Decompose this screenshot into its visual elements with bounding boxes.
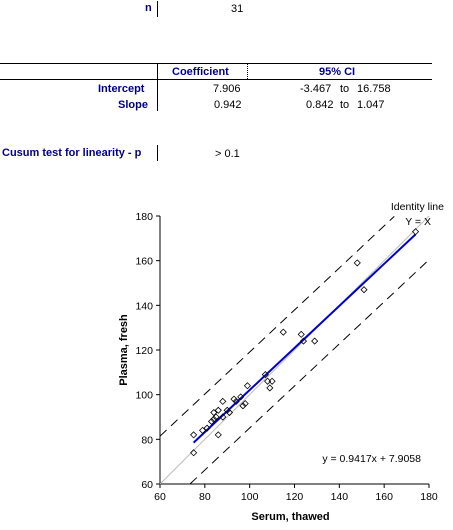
cusum-label: Cusum test for linearity - p (2, 147, 142, 159)
cusum-value: > 0.1 (215, 148, 240, 160)
x-tick-label: 160 (375, 491, 393, 503)
y-tick-label: 80 (141, 434, 153, 446)
x-tick-label: 180 (420, 491, 438, 503)
data-point (225, 408, 234, 417)
data-point (214, 431, 222, 439)
data-point (190, 431, 198, 439)
col-coefficient-header: Coefficient (172, 66, 229, 78)
data-point (207, 417, 216, 426)
identity-line (159, 215, 430, 485)
data-point (261, 371, 269, 379)
data-point (243, 382, 251, 390)
x-axis-label: Serum, thawed (251, 511, 329, 523)
lower-limit-line (189, 259, 430, 485)
row-intercept-label: Intercept (98, 83, 145, 95)
row-slope-label: Slope (118, 99, 148, 111)
x-tick-label: 120 (286, 491, 304, 503)
data-point (219, 397, 227, 405)
data-point (411, 228, 420, 236)
scatter-chart: 60 80 100 120 140 160 180 60 80 100 120 140 160 180 Se… (118, 201, 444, 523)
n-divider (157, 1, 158, 17)
regression-equation: y = 0.9417x + 7.9058 (322, 453, 421, 465)
regression-line (192, 233, 417, 444)
row-intercept-ci-high: 16.758 (357, 83, 391, 95)
identity-line-label: Identity line (391, 201, 444, 213)
upper-limit-line (159, 216, 395, 437)
table-top-rule (0, 63, 432, 64)
data-point (241, 400, 249, 408)
y-tick-label: 60 (141, 479, 153, 491)
cusum-divider (157, 145, 158, 161)
x-tick-label: 60 (154, 491, 166, 503)
data-point (214, 406, 222, 414)
identity-equation-label: Y = X (405, 216, 431, 228)
row-slope-ci-low: 0.842 (306, 99, 334, 111)
data-point (360, 286, 368, 294)
row-intercept-ci-low: -3.467 (300, 83, 332, 95)
data-point (299, 337, 308, 345)
x-tick-label: 100 (241, 491, 259, 503)
row-intercept-ci-to: to (340, 83, 350, 95)
data-point (210, 415, 218, 423)
data-point (199, 426, 207, 434)
y-axis-label: Plasma, fresh (118, 314, 130, 386)
data-point (203, 424, 211, 432)
data-point (237, 393, 245, 401)
table-header-rule (0, 79, 432, 80)
table-left-divider (157, 63, 158, 111)
data-point (219, 413, 227, 421)
n-label: n (145, 2, 152, 14)
data-point (190, 449, 198, 457)
data-point (212, 413, 220, 421)
data-point (239, 402, 247, 410)
data-point (266, 384, 274, 392)
row-slope-ci-to: to (340, 99, 350, 111)
col-ci-header: 95% CI (319, 66, 356, 78)
x-tick-label: 140 (331, 491, 349, 503)
y-tick-label: 100 (135, 390, 153, 402)
n-value: 31 (231, 3, 244, 15)
data-point (279, 328, 287, 336)
x-tick-label: 80 (199, 491, 211, 503)
data-point (353, 259, 361, 267)
y-tick-label: 120 (135, 345, 153, 357)
row-intercept-coef: 7.906 (213, 83, 241, 95)
data-point (297, 330, 305, 338)
row-slope-coef: 0.942 (214, 99, 242, 111)
y-tick-label: 160 (135, 256, 153, 268)
table-mid-divider (247, 63, 248, 79)
data-point (230, 395, 238, 403)
y-tick-label: 140 (135, 300, 153, 312)
y-tick-label: 180 (135, 211, 153, 223)
data-point (232, 397, 240, 405)
row-slope-ci-high: 1.047 (357, 99, 385, 111)
data-point (268, 377, 276, 385)
data-point (311, 337, 319, 345)
data-point (210, 408, 218, 417)
